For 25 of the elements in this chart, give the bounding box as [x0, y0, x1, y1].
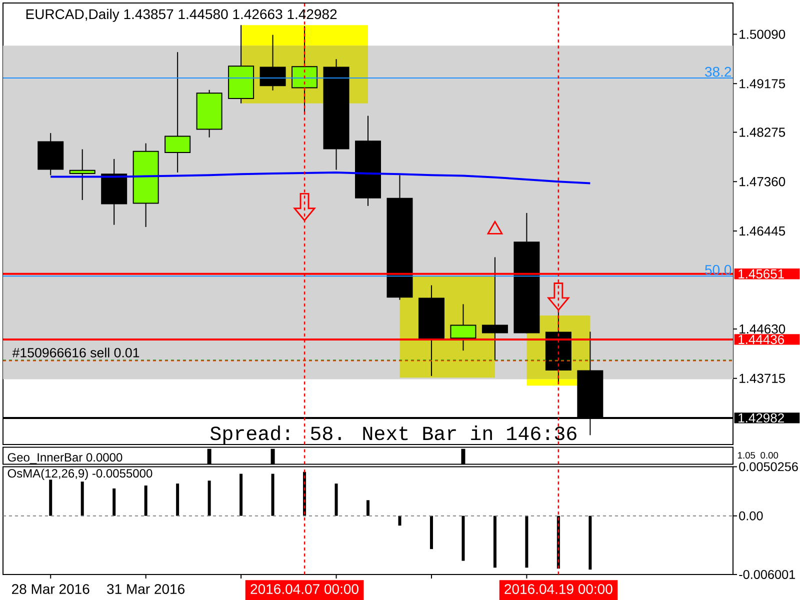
chart-title: Geo_InnerBar 0.0000 [8, 453, 122, 464]
y-tick-label: 1.46445 [740, 226, 786, 236]
ref-line-label: #150966616 sell 0.01 [12, 348, 140, 358]
ref-line-label: 1.45651 [738, 269, 784, 278]
y-tick-label: 1.50090 [740, 30, 786, 39]
y-tick-label: 1.49175 [740, 79, 786, 88]
chart-title: EURCAD,Daily 1.43857 1.44580 1.42663 1.42982 [26, 8, 337, 22]
text: 1.05 [738, 452, 756, 459]
y-tick-label: 1.47360 [740, 177, 786, 186]
y-tick-label: 1.43715 [740, 374, 786, 383]
ref-line-label: 1.44436 [738, 334, 784, 344]
y-tick-label: 1.48275 [740, 128, 786, 137]
x-tick-label: 2016.04.07 00:00 [250, 584, 358, 594]
y-tick-label: -0.006001 [739, 570, 796, 579]
y-tick-label: 0.0050256 [739, 462, 798, 472]
annotation: 38.2 [705, 66, 732, 77]
annotation: Spread: 58. Next Bar in 146:36 [210, 426, 576, 444]
y-tick-label: 1.44630 [740, 324, 786, 334]
x-tick-label: 31 Mar 2016 [107, 584, 184, 594]
x-tick-label: 2016.04.19 00:00 [504, 584, 612, 594]
x-tick-label: 28 Mar 2016 [12, 584, 90, 594]
y-tick-label: 0.00 [739, 511, 763, 520]
chart-title: OsMA(12,26,9) -0.0055000 [8, 468, 152, 480]
annotation: 50.0 [705, 264, 732, 275]
ref-line-label: 1.42982 [738, 413, 784, 423]
